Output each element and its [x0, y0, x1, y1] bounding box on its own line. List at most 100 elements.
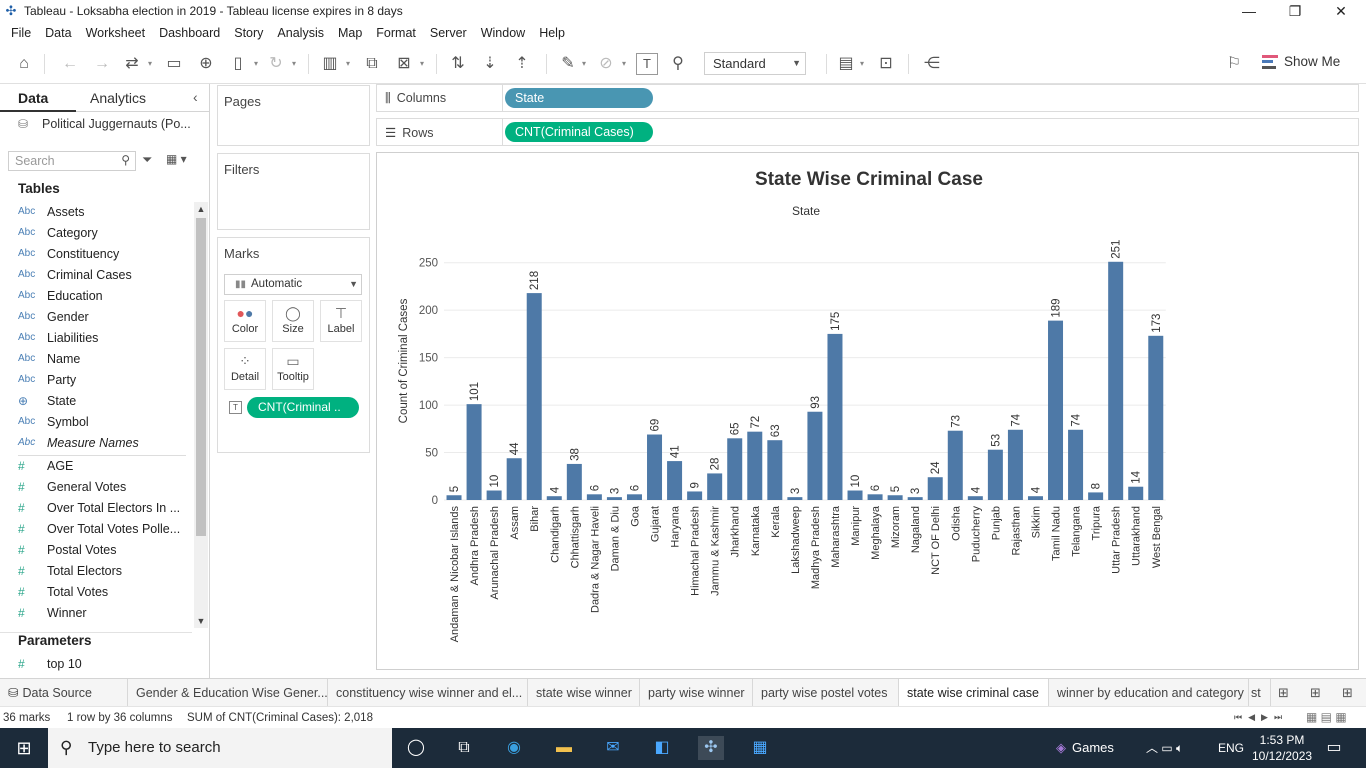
x-tick-label[interactable]: Tripura [1091, 505, 1103, 540]
detail-button[interactable]: ⁘ Detail [224, 348, 266, 390]
bar[interactable] [727, 438, 743, 500]
new-datasource-icon[interactable]: ⊕ [199, 55, 213, 72]
menu-dashboard[interactable]: Dashboard [159, 26, 221, 40]
bar[interactable] [546, 496, 562, 500]
x-tick-label[interactable]: Goa [629, 505, 641, 527]
x-tick-label[interactable]: Tamil Nadu [1051, 506, 1063, 561]
field-measure-names[interactable]: Abc Measure Names [18, 432, 139, 453]
x-tick-label[interactable]: Lakshadweep [790, 506, 802, 574]
x-tick-label[interactable]: Andhra Pradesh [469, 506, 481, 586]
clear-sheet-icon[interactable]: ⊠ [397, 55, 411, 72]
bar[interactable] [867, 494, 883, 500]
bar[interactable] [747, 431, 763, 500]
view-options-icon[interactable]: ▦ ▾ [166, 152, 187, 166]
field-winner[interactable]: # Winner [18, 602, 87, 623]
presentation-mode-icon[interactable]: ⊡ [879, 55, 893, 72]
task-view-icon[interactable]: ⧉ [458, 739, 470, 756]
bar[interactable] [687, 491, 703, 500]
chevron-down-icon[interactable]: ▾ [860, 59, 865, 68]
data-pane-scrollbar[interactable]: ▲ ▼ [194, 202, 208, 628]
scrollbar-thumb[interactable] [196, 218, 206, 536]
x-tick-label[interactable]: Telangana [1071, 505, 1083, 557]
x-tick-label[interactable]: NCT OF Delhi [930, 506, 942, 575]
mark-type-select[interactable]: ▮▮ Automatic ▼ [224, 274, 362, 295]
filter-icon[interactable]: ⏷ [142, 152, 153, 167]
cortana-icon[interactable]: ◯ [407, 739, 425, 756]
replace-datasource-icon[interactable]: ⇄ [125, 55, 139, 72]
tab-overflow[interactable]: st [1249, 679, 1271, 707]
bar[interactable] [526, 293, 542, 500]
bar[interactable] [1108, 261, 1124, 500]
bar[interactable] [1148, 335, 1164, 500]
new-dashboard-icon[interactable]: ⊞ [1310, 685, 1321, 700]
chevron-down-icon[interactable]: ▾ [292, 59, 297, 68]
redo-icon[interactable]: → [94, 55, 110, 72]
bar[interactable] [566, 463, 582, 500]
x-tick-label[interactable]: Kerala [770, 505, 782, 538]
tab-data-source[interactable]: ⛁ Data Source [0, 679, 128, 707]
filters-card[interactable]: Filters [217, 153, 370, 230]
taskbar-search-input[interactable]: ⚲ Type here to search [48, 728, 392, 768]
x-tick-label[interactable]: Mizoram [890, 506, 902, 548]
criminal-cases-pill[interactable]: CNT(Criminal Cases) [505, 122, 653, 142]
field-category[interactable]: Abc Category [18, 222, 98, 243]
tooltip-button[interactable]: ▭ Tooltip [272, 348, 314, 390]
x-tick-label[interactable]: Puducherry [970, 506, 982, 563]
x-tick-label[interactable]: Jharkhand [730, 506, 742, 557]
tab-analytics[interactable]: Analytics [90, 90, 147, 106]
field-criminal-cases[interactable]: Abc Criminal Cases [18, 264, 132, 285]
field-constituency[interactable]: Abc Constituency [18, 243, 119, 264]
language-indicator[interactable]: ENG [1218, 741, 1245, 755]
scroll-down-icon[interactable]: ▼ [196, 616, 206, 626]
file-explorer-icon[interactable]: ▬ [556, 739, 572, 756]
collapse-pane-icon[interactable]: ‹ [193, 89, 198, 105]
fit-mode-select[interactable]: Standard ▼ [704, 52, 806, 75]
menu-worksheet[interactable]: Worksheet [85, 26, 146, 40]
x-tick-label[interactable]: Uttar Pradesh [1111, 506, 1123, 574]
close-button[interactable]: ✕ [1335, 3, 1347, 19]
bar[interactable] [1088, 492, 1104, 500]
bar[interactable] [1068, 429, 1084, 500]
x-tick-label[interactable]: Bihar [529, 506, 541, 532]
bar[interactable] [907, 497, 923, 500]
field-total-votes[interactable]: # Total Votes [18, 581, 108, 602]
color-button[interactable]: ●● Color [224, 300, 266, 342]
x-tick-label[interactable]: Karnataka [750, 505, 762, 556]
field-education[interactable]: Abc Education [18, 285, 103, 306]
bar[interactable] [787, 497, 803, 500]
minimize-button[interactable]: — [1242, 3, 1256, 19]
x-tick-label[interactable]: Gujarat [650, 506, 662, 542]
bar[interactable] [987, 449, 1003, 500]
show-mark-labels-icon[interactable]: T [636, 53, 658, 75]
x-tick-label[interactable]: Rajasthan [1010, 506, 1022, 556]
save-icon[interactable]: ▭ [166, 55, 182, 72]
menu-analysis[interactable]: Analysis [277, 26, 324, 40]
tab-constituency-winner[interactable]: constituency wise winner and el... [328, 679, 528, 707]
menu-data[interactable]: Data [45, 26, 72, 40]
pages-card[interactable]: Pages [217, 85, 370, 146]
rows-shelf[interactable]: ☰ Rows CNT(Criminal Cases) [376, 118, 1359, 146]
field-general-votes[interactable]: # General Votes [18, 476, 126, 497]
refresh-icon[interactable]: ↻ [269, 55, 283, 72]
bar[interactable] [1027, 496, 1043, 500]
field-over-total-votes-polled[interactable]: # Over Total Votes Polle... [18, 518, 180, 539]
x-tick-label[interactable]: Himachal Pradesh [690, 506, 702, 596]
store-icon[interactable]: ◧ [654, 739, 670, 756]
x-tick-label[interactable]: Sikkim [1030, 506, 1042, 538]
bar[interactable] [466, 404, 482, 500]
field-total-electors[interactable]: # Total Electors [18, 560, 122, 581]
x-tick-label[interactable]: Punjab [990, 506, 1002, 540]
x-tick-label[interactable]: Jammu & Kashmir [710, 506, 722, 596]
x-tick-label[interactable]: Daman & Diu [609, 506, 621, 571]
home-icon[interactable]: ⌂ [19, 55, 29, 72]
field-liabilities[interactable]: Abc Liabilities [18, 327, 98, 348]
new-story-icon[interactable]: ⊞ [1342, 685, 1353, 700]
menu-map[interactable]: Map [337, 26, 363, 40]
menu-story[interactable]: Story [234, 26, 264, 40]
field-over-total-electors[interactable]: # Over Total Electors In ... [18, 497, 180, 518]
field-postal-votes[interactable]: # Postal Votes [18, 539, 117, 560]
duplicate-sheet-icon[interactable]: ⧉ [366, 55, 378, 72]
size-button[interactable]: ◯ Size [272, 300, 314, 342]
chevron-down-icon[interactable]: ▾ [346, 59, 351, 68]
calendar-icon[interactable]: ▦ [752, 739, 768, 756]
